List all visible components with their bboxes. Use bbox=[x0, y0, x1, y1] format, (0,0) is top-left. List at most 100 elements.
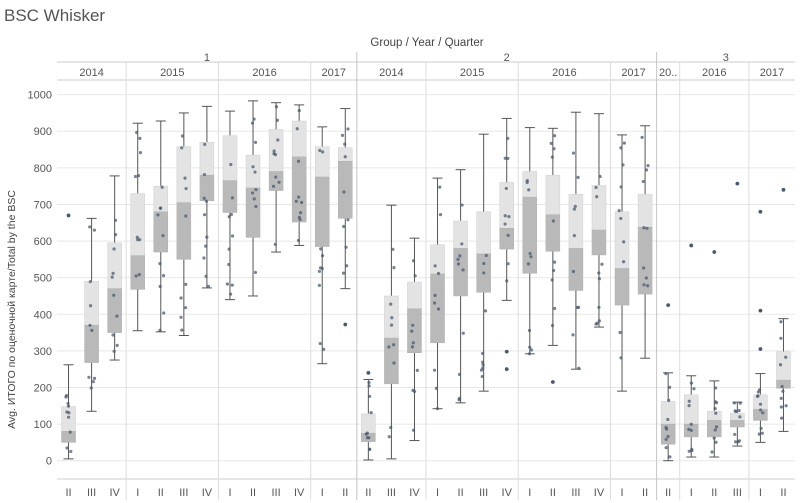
y-tick-label: 800 bbox=[34, 163, 52, 175]
data-point bbox=[160, 185, 164, 189]
data-point bbox=[205, 235, 209, 239]
box-upper bbox=[245, 154, 261, 189]
data-point bbox=[710, 450, 714, 454]
data-point bbox=[432, 368, 437, 372]
data-point bbox=[321, 150, 325, 154]
data-point bbox=[479, 368, 484, 372]
data-point bbox=[755, 394, 760, 398]
data-point bbox=[87, 375, 91, 379]
data-point bbox=[576, 175, 580, 179]
quarter-label: IV bbox=[294, 487, 305, 499]
box-lower bbox=[384, 337, 399, 385]
data-point bbox=[503, 214, 507, 218]
data-point bbox=[298, 211, 303, 215]
data-point bbox=[572, 207, 576, 211]
data-point bbox=[411, 428, 416, 432]
quarter-label: II bbox=[158, 487, 164, 499]
box-lower bbox=[730, 420, 745, 428]
data-point bbox=[227, 262, 231, 267]
data-point bbox=[668, 385, 672, 389]
data-point bbox=[296, 238, 301, 243]
data-point bbox=[575, 305, 579, 310]
quarter-label: III bbox=[733, 487, 742, 499]
data-point bbox=[714, 440, 718, 444]
data-point bbox=[367, 384, 371, 388]
data-point bbox=[687, 427, 691, 432]
data-point bbox=[552, 260, 557, 264]
outlier-point bbox=[758, 209, 763, 214]
outlier-point bbox=[504, 367, 509, 372]
data-point bbox=[458, 254, 462, 258]
quarter-label: I bbox=[321, 487, 324, 499]
data-point bbox=[481, 363, 485, 367]
data-point bbox=[134, 274, 138, 278]
box-upper bbox=[476, 211, 491, 255]
data-point bbox=[343, 155, 347, 159]
data-point bbox=[343, 142, 347, 146]
data-point bbox=[482, 261, 486, 266]
data-point bbox=[229, 162, 233, 167]
data-point bbox=[527, 328, 532, 333]
data-point bbox=[92, 376, 97, 381]
box-lower bbox=[707, 420, 722, 438]
data-point bbox=[737, 439, 742, 443]
data-point bbox=[645, 226, 649, 230]
data-point bbox=[183, 176, 187, 180]
data-point bbox=[111, 271, 115, 275]
quarter-label: III bbox=[387, 487, 396, 499]
data-point bbox=[759, 426, 763, 430]
data-point bbox=[506, 262, 510, 266]
data-point bbox=[456, 262, 461, 266]
data-point bbox=[436, 271, 441, 276]
box-upper bbox=[291, 120, 307, 158]
data-point bbox=[732, 401, 736, 405]
box-upper bbox=[753, 394, 768, 410]
data-point bbox=[392, 361, 396, 365]
data-point bbox=[621, 163, 625, 167]
data-point bbox=[89, 386, 93, 390]
data-point bbox=[738, 415, 742, 419]
data-point bbox=[180, 328, 184, 332]
box-lower bbox=[568, 248, 584, 291]
data-point bbox=[665, 427, 669, 431]
box-lower bbox=[314, 176, 330, 247]
data-point bbox=[389, 323, 394, 327]
box-upper bbox=[268, 129, 284, 172]
data-point bbox=[112, 349, 116, 353]
data-point bbox=[549, 141, 553, 145]
data-point bbox=[318, 341, 322, 346]
data-point bbox=[230, 234, 235, 238]
box-lower bbox=[522, 196, 538, 274]
data-point bbox=[779, 320, 783, 324]
data-point bbox=[88, 280, 92, 284]
data-point bbox=[274, 175, 278, 179]
quarter-label: I bbox=[436, 487, 439, 499]
data-point bbox=[572, 234, 576, 238]
box-lower bbox=[107, 288, 122, 333]
data-point bbox=[113, 218, 118, 222]
data-point bbox=[340, 133, 345, 137]
box-upper bbox=[522, 171, 538, 198]
box-lower bbox=[776, 379, 791, 389]
year-label: 2014 bbox=[79, 67, 103, 79]
data-point bbox=[320, 254, 325, 258]
box-lower bbox=[545, 214, 561, 252]
data-point bbox=[780, 384, 784, 389]
box-upper bbox=[568, 193, 584, 249]
data-point bbox=[577, 366, 581, 370]
data-point bbox=[552, 147, 556, 151]
data-point bbox=[483, 309, 488, 313]
outlier-point bbox=[343, 322, 348, 327]
data-point bbox=[456, 257, 460, 261]
data-point bbox=[179, 315, 183, 319]
box-lower bbox=[130, 255, 145, 290]
data-point bbox=[65, 410, 69, 414]
data-point bbox=[346, 127, 350, 131]
data-point bbox=[410, 345, 415, 349]
data-point bbox=[506, 136, 510, 140]
data-point bbox=[714, 425, 719, 429]
data-point bbox=[619, 185, 623, 189]
quarter-label: IV bbox=[502, 487, 513, 499]
data-point bbox=[180, 146, 184, 150]
data-point bbox=[666, 417, 670, 422]
